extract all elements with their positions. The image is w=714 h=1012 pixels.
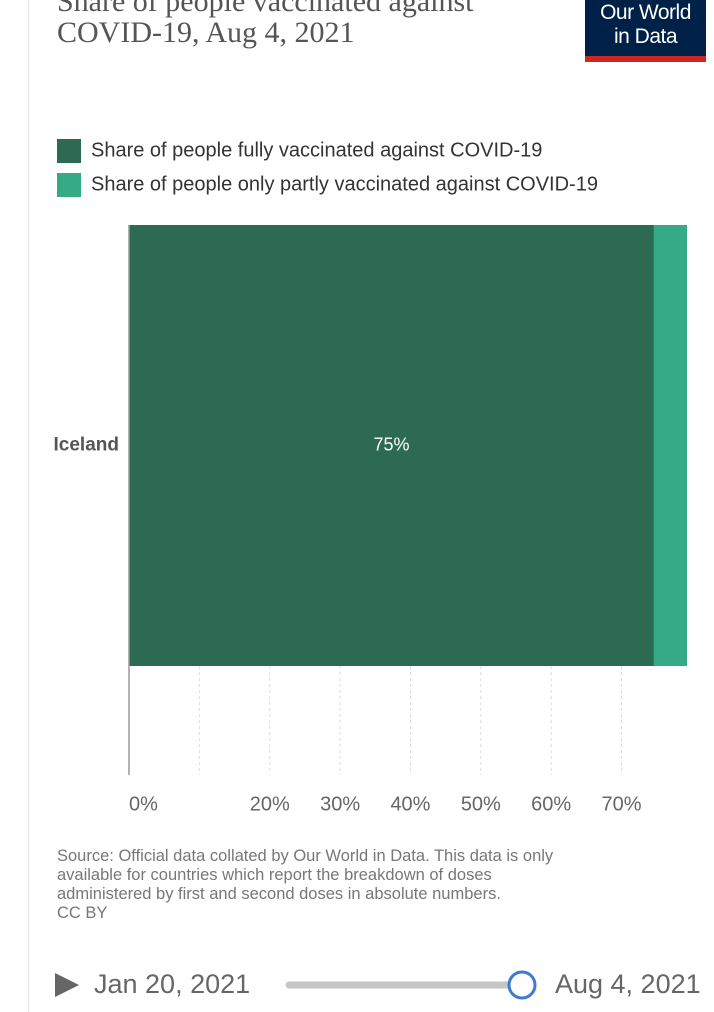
chart-title: Share of people vaccinated against COVID…: [57, 0, 474, 49]
play-button[interactable]: [55, 973, 79, 997]
data-label: 75%: [373, 434, 409, 454]
source-line: administered by first and second doses i…: [57, 885, 501, 903]
logo-line: Our World: [600, 1, 691, 24]
legend-label: Share of people fully vaccinated against…: [91, 139, 542, 161]
logo[interactable]: Our World in Data: [585, 0, 706, 62]
source-line: CC BY: [57, 904, 108, 922]
x-tick-label: 40%: [390, 793, 430, 815]
bar-segment: [653, 225, 687, 666]
x-tick-label: 0%: [129, 793, 158, 815]
timeline-handle[interactable]: [507, 970, 537, 1000]
category-label: Iceland: [54, 435, 119, 456]
frame-edge: [28, 0, 29, 1012]
legend-swatch: [57, 173, 81, 197]
x-tick-label: 70%: [602, 793, 642, 815]
legend-swatch: [57, 139, 81, 163]
timeline-start: Jan 20, 2021: [94, 969, 250, 999]
source-line: Source: Official data collated by Our Wo…: [57, 847, 554, 865]
x-tick-label: 50%: [461, 793, 501, 815]
x-tick-label: 60%: [531, 793, 571, 815]
timeline-end: Aug 4, 2021: [555, 969, 701, 999]
x-tick-label: 20%: [250, 793, 290, 815]
source: Source: Official data collated by Our Wo…: [57, 847, 677, 923]
legend-label: Share of people only partly vaccinated a…: [91, 173, 598, 195]
source-line: available for countries which report the…: [57, 866, 492, 884]
logo-line: in Data: [613, 25, 678, 48]
bar-segment: [129, 225, 654, 666]
x-tick-label: 30%: [320, 793, 360, 815]
